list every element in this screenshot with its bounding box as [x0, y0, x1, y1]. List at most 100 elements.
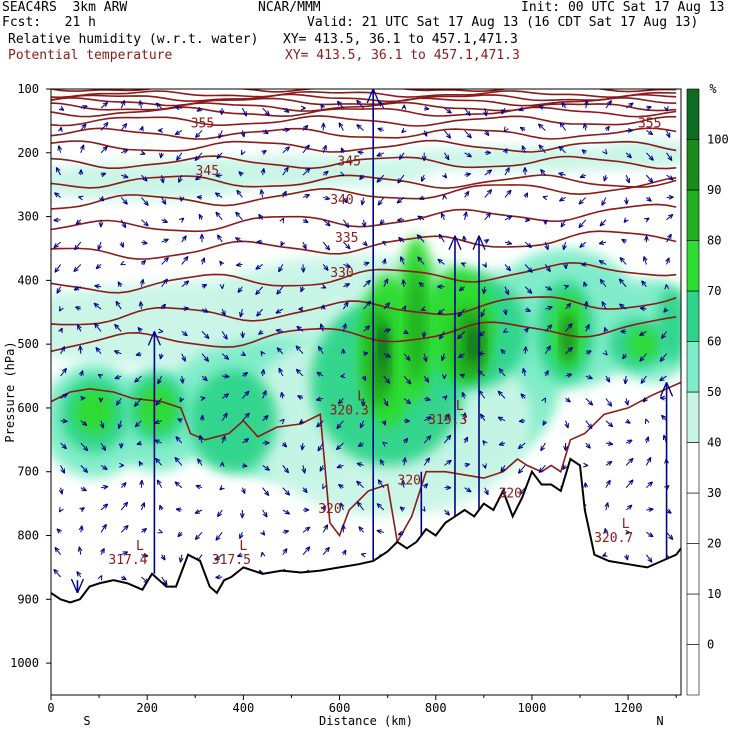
wind-vector	[242, 390, 250, 399]
wind-vector	[120, 99, 126, 106]
wind-vector	[336, 442, 344, 451]
x-tick-label: 0	[47, 701, 54, 715]
wind-vector	[423, 457, 431, 466]
terrain-line	[51, 457, 681, 695]
wind-vector	[215, 211, 221, 217]
wind-vector	[94, 322, 100, 329]
wind-vector	[199, 434, 203, 444]
wind-vector	[342, 323, 347, 329]
wind-vector	[199, 233, 205, 239]
wind-vector	[221, 435, 226, 441]
wind-vector	[642, 397, 648, 403]
wind-vector	[276, 347, 284, 355]
wind-vector	[403, 437, 409, 444]
axes: 100 200 300 400 500 600 700 800 900 1000 0 200 400 60…	[10, 82, 677, 715]
wind-vector	[563, 445, 568, 451]
south-end-label: S	[83, 714, 90, 728]
wind-vector	[559, 122, 566, 131]
wind-vector	[60, 465, 66, 474]
wind-vector	[179, 554, 183, 563]
wind-vector	[466, 487, 472, 493]
wind-vector	[598, 260, 605, 265]
wind-vector	[295, 368, 302, 375]
wind-vector	[142, 240, 148, 245]
wind-vector	[604, 502, 610, 508]
wind-vector	[239, 312, 244, 318]
y-tick-label: 200	[17, 146, 39, 160]
wind-vector	[503, 126, 509, 132]
wind-vector	[162, 278, 168, 284]
wind-vector	[300, 286, 305, 293]
wind-vector	[319, 466, 325, 472]
wind-vector	[102, 465, 108, 471]
wind-vector	[437, 284, 443, 290]
wind-vector	[258, 329, 264, 335]
wind-vector	[54, 267, 60, 273]
wind-vector	[296, 325, 302, 331]
wind-vector	[194, 531, 203, 540]
wind-vector	[140, 259, 147, 266]
wind-vector	[240, 131, 246, 138]
colorbar-swatch	[686, 543, 700, 595]
wind-vector	[562, 244, 567, 251]
low-marker: L	[357, 389, 365, 404]
wind-vector	[425, 457, 431, 463]
wind-vector	[585, 324, 590, 332]
wind-vector	[183, 306, 189, 312]
strong-vertical-wind	[472, 235, 486, 250]
wind-vector	[520, 393, 526, 399]
wind-vector	[421, 332, 427, 338]
wind-vector	[464, 211, 467, 220]
wind-vector	[605, 479, 611, 486]
wind-vector	[659, 353, 667, 362]
wind-vector	[100, 524, 107, 533]
wind-vector	[606, 460, 613, 466]
wind-vector	[181, 235, 187, 241]
wind-vector	[174, 130, 181, 136]
wind-vector	[161, 257, 169, 265]
wind-vector	[194, 509, 203, 514]
wind-vector	[182, 331, 188, 337]
wind-vector	[80, 465, 88, 473]
wind-vector	[175, 436, 183, 444]
wind-vector	[521, 368, 527, 374]
wind-vector	[97, 241, 102, 250]
wind-vector	[484, 189, 493, 198]
wind-vector	[136, 440, 142, 446]
theta-isoline	[51, 127, 677, 140]
wind-vector	[282, 465, 289, 474]
wind-vector	[342, 197, 348, 204]
theta-contour-label: 320	[398, 473, 421, 488]
wind-vector	[444, 459, 452, 466]
wind-vector	[542, 420, 548, 426]
colorbar-swatch	[686, 139, 700, 191]
wind-vector	[278, 264, 284, 273]
low-marker: L	[456, 399, 464, 414]
wind-vector	[338, 122, 344, 128]
wind-vector	[138, 460, 144, 467]
wind-vector	[76, 571, 82, 577]
wind-vector	[223, 393, 230, 399]
wind-vector	[342, 219, 350, 228]
wind-vector	[356, 480, 364, 489]
wind-vector	[356, 124, 362, 130]
wind-vector	[203, 308, 209, 313]
wind-vector	[139, 278, 145, 285]
wind-vector	[416, 234, 425, 243]
wind-vector	[80, 144, 85, 153]
wind-vector	[322, 219, 331, 227]
wind-vector	[58, 105, 65, 111]
y-tick-label: 500	[17, 337, 39, 351]
wind-vector	[523, 346, 528, 352]
wind-vector	[401, 279, 407, 285]
wind-vector	[384, 302, 391, 308]
wind-vector	[647, 130, 654, 136]
wind-vector	[459, 373, 466, 379]
wind-vector	[361, 375, 367, 381]
wind-vector	[482, 262, 487, 268]
wind-vector	[587, 400, 594, 406]
wind-vector	[646, 196, 652, 202]
wind-vector	[239, 513, 245, 519]
wind-vector	[215, 211, 223, 221]
forecast-hour: Fcst: 21 h	[2, 15, 96, 30]
